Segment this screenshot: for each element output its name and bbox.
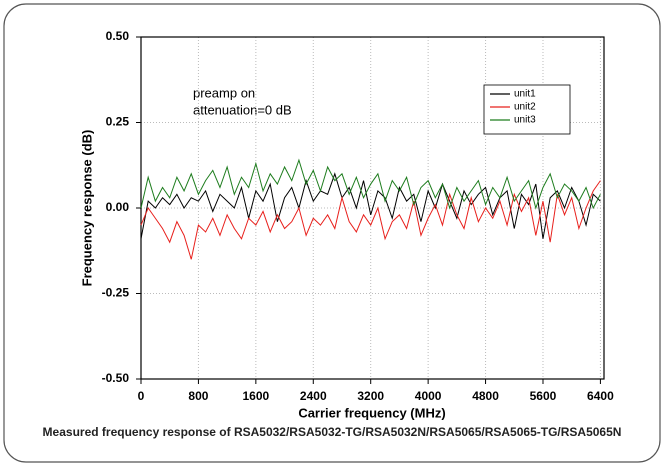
x-tick-label: 2400 (300, 389, 327, 403)
legend-label: unit1 (514, 89, 536, 100)
y-tick-label: 0.25 (106, 115, 130, 129)
x-tick-label: 3200 (357, 389, 384, 403)
series-line (140, 158, 601, 210)
legend-box (483, 84, 571, 135)
series-line (140, 180, 601, 260)
y-axis-label: Frequency response (dB) (79, 130, 94, 287)
x-tick-label: 6400 (587, 389, 614, 403)
series-line (140, 172, 601, 239)
y-tick-label: -0.25 (102, 286, 130, 300)
x-tick-label: 5600 (530, 389, 557, 403)
y-tick-label: -0.50 (102, 371, 130, 385)
y-tick-label: 0.00 (106, 200, 130, 214)
x-tick-label: 4000 (415, 389, 442, 403)
card-border (3, 3, 661, 463)
annotation: attenuation=0 dB (193, 102, 292, 117)
x-tick-label: 4800 (472, 389, 499, 403)
x-axis-label: Carrier frequency (MHz) (298, 405, 445, 420)
annotation: preamp on (193, 85, 255, 100)
x-tick-label: 800 (188, 389, 208, 403)
legend-label: unit2 (514, 102, 536, 113)
x-tick-label: 1600 (243, 389, 270, 403)
x-tick-label: 0 (138, 389, 145, 403)
caption: Measured frequency response of RSA5032/R… (43, 425, 622, 439)
legend-label: unit3 (514, 115, 536, 126)
y-tick-label: 0.50 (106, 29, 130, 43)
